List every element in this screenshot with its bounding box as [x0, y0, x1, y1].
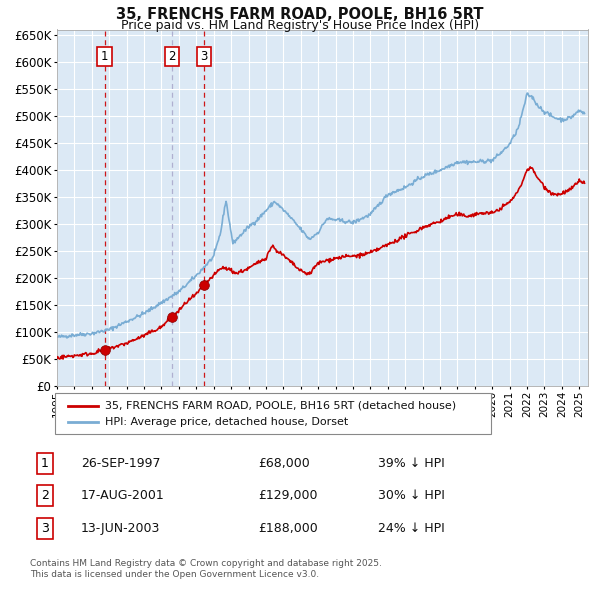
- Text: 1: 1: [41, 457, 49, 470]
- Text: 13-JUN-2003: 13-JUN-2003: [81, 522, 160, 535]
- Text: This data is licensed under the Open Government Licence v3.0.: This data is licensed under the Open Gov…: [30, 571, 319, 579]
- Text: 17-AUG-2001: 17-AUG-2001: [81, 489, 165, 502]
- Text: 24% ↓ HPI: 24% ↓ HPI: [378, 522, 445, 535]
- Text: 2: 2: [41, 489, 49, 502]
- Text: £188,000: £188,000: [258, 522, 318, 535]
- Text: HPI: Average price, detached house, Dorset: HPI: Average price, detached house, Dors…: [105, 417, 348, 427]
- Text: £129,000: £129,000: [258, 489, 317, 502]
- Text: 2: 2: [169, 50, 176, 63]
- Text: 35, FRENCHS FARM ROAD, POOLE, BH16 5RT (detached house): 35, FRENCHS FARM ROAD, POOLE, BH16 5RT (…: [105, 401, 456, 411]
- Text: Price paid vs. HM Land Registry's House Price Index (HPI): Price paid vs. HM Land Registry's House …: [121, 19, 479, 32]
- Text: 3: 3: [200, 50, 208, 63]
- Text: £68,000: £68,000: [258, 457, 310, 470]
- Text: 3: 3: [41, 522, 49, 535]
- Text: 26-SEP-1997: 26-SEP-1997: [81, 457, 161, 470]
- Text: 1: 1: [101, 50, 108, 63]
- Text: Contains HM Land Registry data © Crown copyright and database right 2025.: Contains HM Land Registry data © Crown c…: [30, 559, 382, 568]
- Text: 35, FRENCHS FARM ROAD, POOLE, BH16 5RT: 35, FRENCHS FARM ROAD, POOLE, BH16 5RT: [116, 7, 484, 22]
- Text: 39% ↓ HPI: 39% ↓ HPI: [378, 457, 445, 470]
- Text: 30% ↓ HPI: 30% ↓ HPI: [378, 489, 445, 502]
